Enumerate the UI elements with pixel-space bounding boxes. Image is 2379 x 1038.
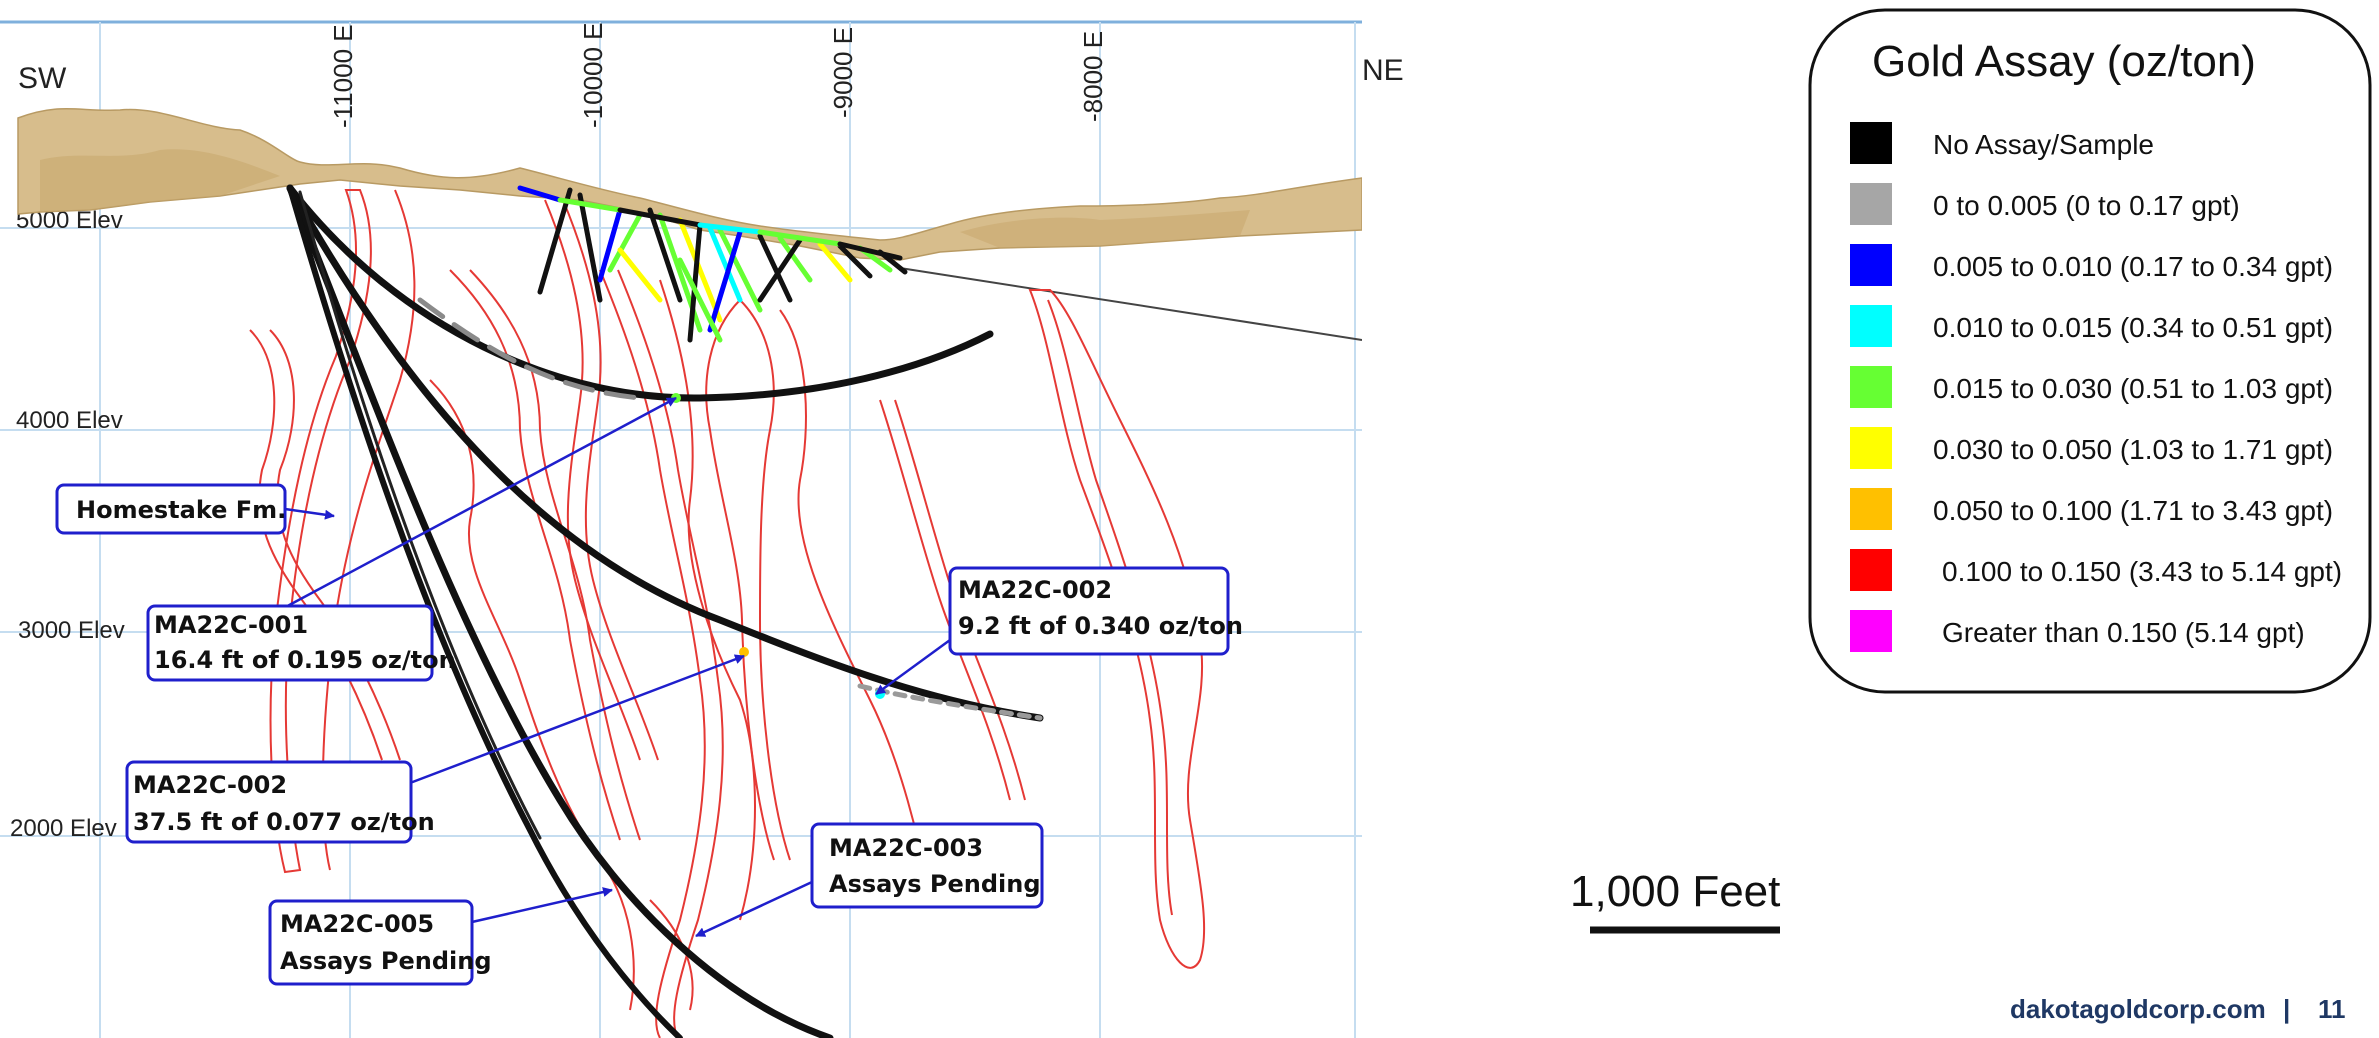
- legend-label-8: Greater than 0.150 (5.14 gpt): [1942, 617, 2305, 648]
- easting-label-10000: -10000 E: [578, 22, 608, 128]
- callout-005-hole: MA22C-005: [280, 910, 434, 938]
- terrain-shading: [40, 149, 280, 212]
- legend-label-6: 0.050 to 0.100 (1.71 to 3.43 gpt): [1933, 495, 2333, 526]
- easting-label-11000: -11000 E: [328, 24, 358, 128]
- callout-001-hole: MA22C-001: [154, 611, 308, 639]
- callout-ma22c-002-lower: MA22C-002 9.2 ft of 0.340 oz/ton: [948, 566, 1243, 656]
- legend-swatch-3: [1850, 305, 1892, 347]
- legend-swatch-7: [1850, 549, 1892, 591]
- projection-line: [899, 267, 1362, 341]
- near-surface-drill-fan: [517, 185, 908, 343]
- legend-swatch-5: [1850, 427, 1892, 469]
- legend-swatch-4: [1850, 366, 1892, 408]
- legend-swatch-0: [1850, 122, 1892, 164]
- scale-bar: 1,000 Feet: [1570, 867, 1780, 934]
- callout-003-hole: MA22C-003: [829, 834, 983, 862]
- callout-003-result: Assays Pending: [829, 870, 1041, 898]
- callout-002a-hole: MA22C-002: [133, 771, 287, 799]
- drill-hole-ma22c-003-trace: [286, 184, 834, 1038]
- gold-assay-legend: Gold Assay (oz/ton) No Assay/Sample 0 to …: [1808, 8, 2372, 694]
- legend-label-1: 0 to 0.005 (0 to 0.17 gpt): [1933, 190, 2240, 221]
- legend-title: Gold Assay (oz/ton): [1872, 37, 2256, 86]
- homestake-label: Homestake Fm.: [76, 496, 286, 524]
- callout-002b-hole: MA22C-002: [958, 576, 1112, 604]
- legend-label-5: 0.030 to 0.050 (1.03 to 1.71 gpt): [1933, 434, 2333, 465]
- drill-hole-ma22c-002-trace: [286, 184, 1044, 722]
- legend-label-7: 0.100 to 0.150 (3.43 to 5.14 gpt): [1942, 556, 2342, 587]
- callout-ma22c-005: MA22C-005 Assays Pending: [268, 899, 492, 986]
- ne-label: NE: [1362, 54, 1404, 87]
- footer-website: dakotagoldcorp.com: [2010, 994, 2266, 1024]
- terrain-shading-right: [960, 210, 1250, 248]
- callout-arrows: [279, 396, 951, 938]
- scale-bar-label: 1,000 Feet: [1570, 867, 1780, 916]
- callout-ma22c-002-upper: MA22C-002 37.5 ft of 0.077 oz/ton: [125, 760, 435, 844]
- callout-homestake: Homestake Fm.: [55, 483, 287, 535]
- footer-separator: |: [2283, 994, 2290, 1024]
- intercept-marker-002a: [739, 647, 749, 657]
- elevation-label-2000: 2000 Elev: [10, 815, 117, 842]
- callout-ma22c-001: MA22C-001 16.4 ft of 0.195 oz/ton: [146, 604, 456, 682]
- legend-label-0: No Assay/Sample: [1933, 129, 2154, 160]
- callout-002b-result: 9.2 ft of 0.340 oz/ton: [958, 612, 1243, 640]
- footer-page-number: 11: [2318, 994, 2346, 1024]
- sw-label: SW: [18, 62, 67, 95]
- drill-hole-ma22c-005-trace: [287, 185, 683, 1038]
- callout-ma22c-003: MA22C-003 Assays Pending: [810, 822, 1044, 909]
- easting-label-8000: -8000 E: [1078, 31, 1108, 122]
- elevation-label-3000: 3000 Elev: [18, 617, 125, 644]
- elevation-label-4000: 4000 Elev: [16, 407, 123, 434]
- legend-items: No Assay/Sample 0 to 0.005 (0 to 0.17 gpt…: [1850, 122, 2342, 652]
- callout-005-result: Assays Pending: [280, 947, 492, 975]
- easting-label-9000: -9000 E: [828, 27, 858, 118]
- legend-swatch-1: [1850, 183, 1892, 225]
- legend-label-2: 0.005 to 0.010 (0.17 to 0.34 gpt): [1933, 251, 2333, 282]
- legend-swatch-6: [1850, 488, 1892, 530]
- legend-swatch-8: [1850, 610, 1892, 652]
- legend-swatch-2: [1850, 244, 1892, 286]
- callout-001-result: 16.4 ft of 0.195 oz/ton: [154, 646, 456, 674]
- legend-label-4: 0.015 to 0.030 (0.51 to 1.03 gpt): [1933, 373, 2333, 404]
- callout-002a-result: 37.5 ft of 0.077 oz/ton: [133, 808, 435, 836]
- legend-label-3: 0.010 to 0.015 (0.34 to 0.51 gpt): [1933, 312, 2333, 343]
